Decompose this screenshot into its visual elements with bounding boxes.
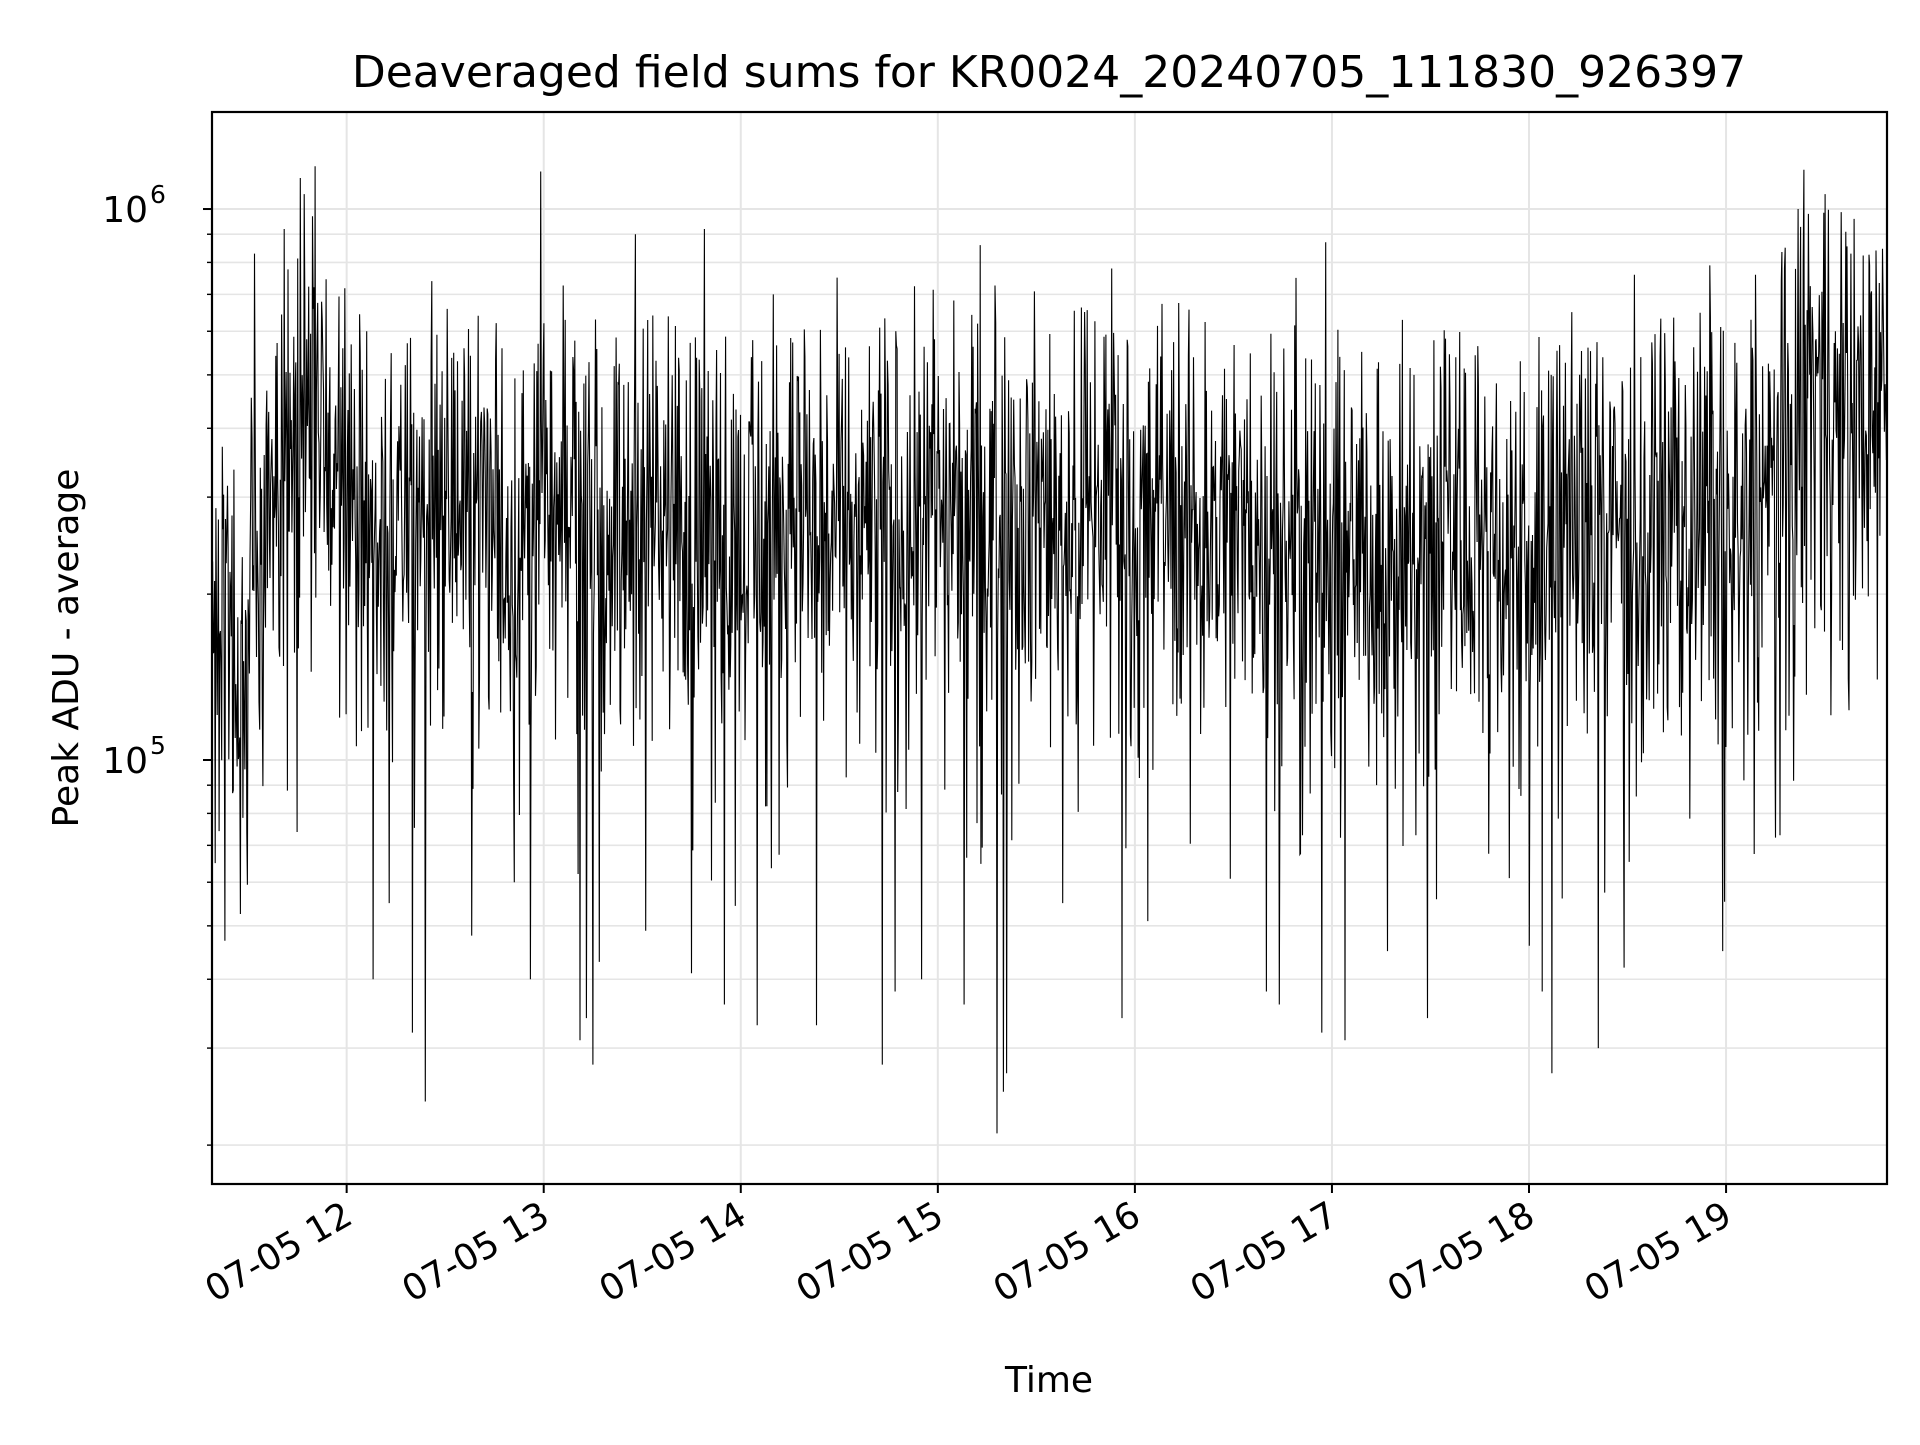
- y-tick-exponent: 5: [150, 731, 166, 760]
- chart-title: Deaveraged field sums for KR0024_2024070…: [352, 47, 1746, 98]
- y-tick-label: 10: [102, 190, 148, 231]
- plot-frame: [210, 110, 1889, 1186]
- data-series: [211, 166, 1888, 1134]
- y-tick-label: 10: [102, 741, 148, 782]
- x-axis-label: Time: [1004, 1360, 1093, 1401]
- y-tick-exponent: 6: [150, 180, 166, 209]
- series-line: [211, 166, 1888, 1134]
- y-axis-label: Peak ADU - average: [46, 469, 87, 828]
